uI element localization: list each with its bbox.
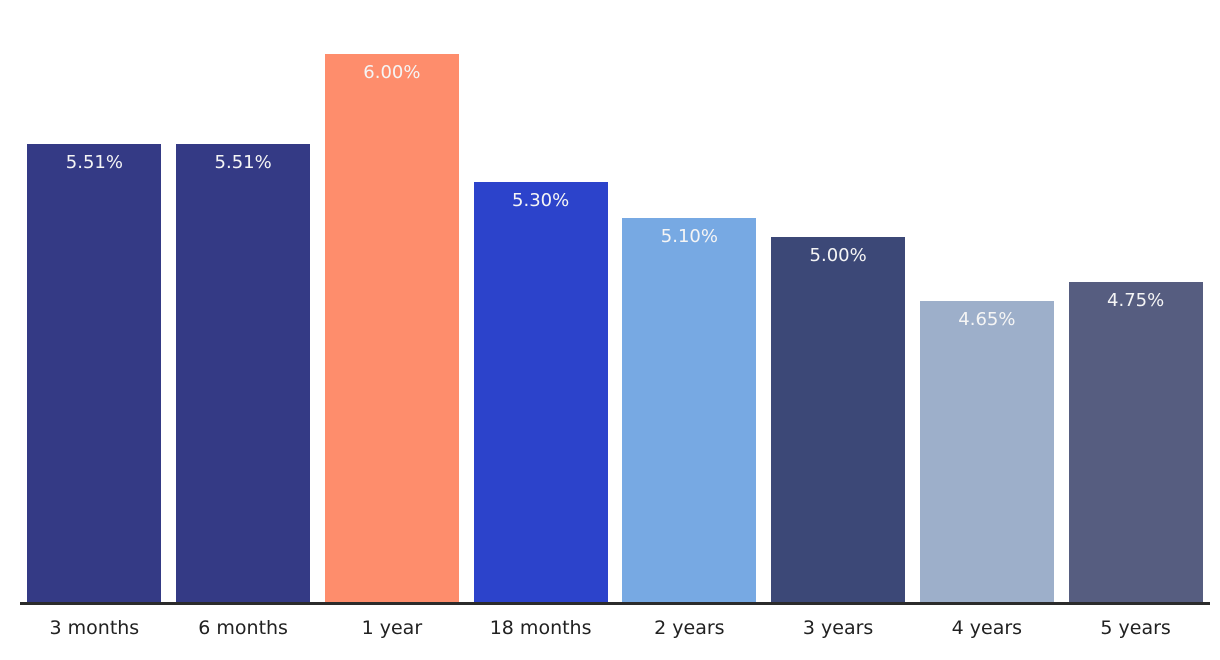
bar-value-label: 6.00% [363, 62, 421, 83]
bar-slot: 5.30% [466, 54, 615, 602]
bar: 5.51% [27, 144, 162, 602]
bar-slot: 5.51% [169, 54, 318, 602]
bar-value-label: 5.10% [660, 226, 718, 247]
bar: 4.75% [1068, 282, 1203, 602]
bar-value-label: 5.51% [65, 152, 123, 173]
bar-slot: 4.65% [913, 54, 1062, 602]
bar: 5.51% [176, 144, 311, 602]
x-axis-line [20, 602, 1210, 605]
bar-slot: 5.00% [764, 54, 913, 602]
plot-area: 5.51% 5.51% 6.00% 5.30% 5.10% 5.00% 4.65% 4.75% [20, 54, 1210, 602]
bar-value-label: 4.75% [1107, 290, 1165, 311]
x-tick-label: 2 years [654, 617, 725, 639]
bar-value-label: 5.00% [809, 245, 867, 266]
bar-value-label: 4.65% [958, 309, 1016, 330]
x-tick-label: 1 year [361, 617, 423, 639]
bar-value-label: 5.30% [512, 190, 570, 211]
x-tick-label: 4 years [951, 617, 1023, 639]
bar-value-label: 5.51% [214, 152, 272, 173]
bar-slot: 5.10% [615, 54, 764, 602]
bar: 5.10% [622, 218, 757, 602]
bar: 5.00% [771, 237, 906, 602]
x-tick-label: 6 months [198, 617, 288, 639]
bar: 5.30% [473, 182, 608, 602]
x-axis-labels: 3 months 6 months 1 year 18 months 2 years 3 … [20, 615, 1210, 641]
bar-slot: 5.51% [20, 54, 169, 602]
bar: 6.00% [324, 54, 459, 602]
x-tick-label: 3 months [49, 617, 140, 639]
bar-slot: 6.00% [318, 54, 467, 602]
x-tick-label: 3 years [802, 617, 874, 639]
bar-slot: 4.75% [1061, 54, 1210, 602]
x-tick-label: 18 months [489, 617, 592, 639]
bar: 4.65% [919, 301, 1054, 602]
x-tick-label: 5 years [1100, 617, 1171, 639]
